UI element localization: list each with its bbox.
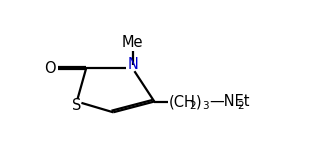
Text: Me: Me: [122, 35, 143, 50]
Text: N: N: [127, 57, 138, 72]
Text: ): ): [196, 94, 202, 109]
Text: 3: 3: [202, 101, 209, 111]
Text: O: O: [44, 61, 56, 76]
Text: (CH: (CH: [169, 94, 196, 109]
Text: —NEt: —NEt: [209, 94, 249, 109]
Text: 2: 2: [237, 101, 244, 111]
Text: 2: 2: [189, 101, 196, 111]
Text: S: S: [72, 98, 81, 113]
